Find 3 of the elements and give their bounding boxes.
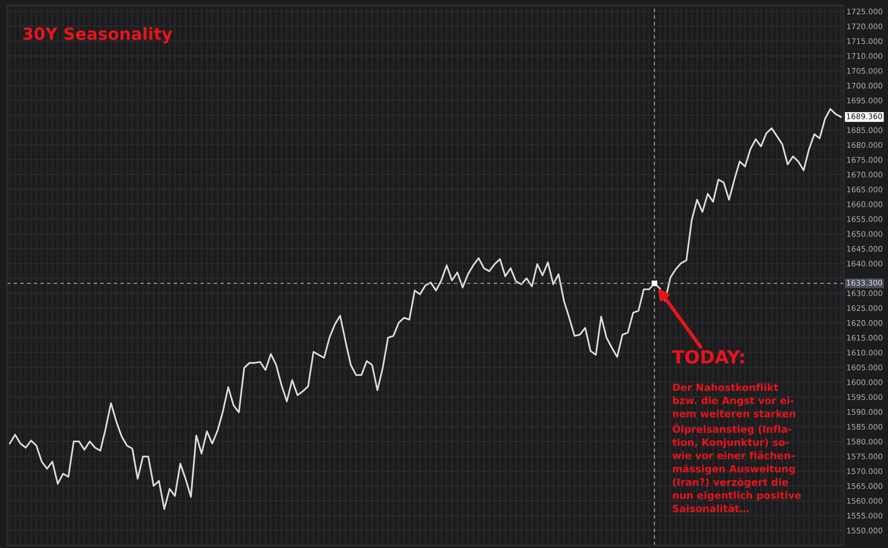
annotation: TODAY: (672, 350, 744, 364)
text: Der Nahostkonflikt bzw. die Angst vor ei- nem weiteren starken Ölpreisanstieg (Infla- tion, Konjunktur) so- wie vor einer flächen- mässigen Ausweitung (Iran?) verzögert die nun eigentlich positive Saisonalität… (672, 383, 801, 512)
text: 30Y Seasonality (23, 27, 172, 44)
